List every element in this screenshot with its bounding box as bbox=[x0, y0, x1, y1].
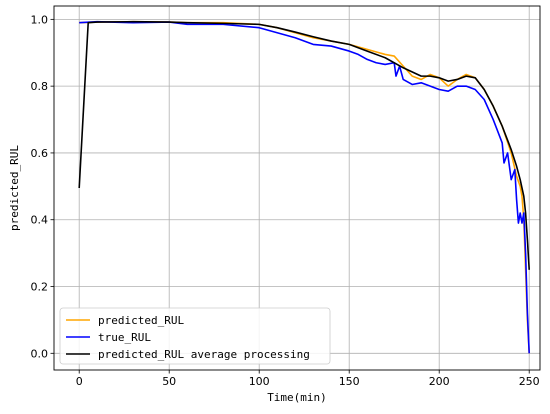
legend: predicted_RUL true_RUL predicted_RUL ave… bbox=[59, 307, 331, 365]
y-tick-label: 1.0 bbox=[31, 13, 49, 26]
x-axis-label: Time(min) bbox=[267, 391, 327, 404]
x-tick-label: 150 bbox=[339, 375, 360, 388]
x-tick-label: 0 bbox=[76, 375, 83, 388]
legend-entry-true-rul: true_RUL bbox=[98, 331, 151, 344]
series-line-predicted-rul bbox=[79, 20, 530, 354]
legend-entry-average: predicted_RUL average processing bbox=[98, 348, 310, 361]
y-tick-label: 0.6 bbox=[31, 147, 49, 160]
legend-entry-predicted-rul: predicted_RUL bbox=[98, 314, 184, 327]
legend-box bbox=[59, 307, 331, 365]
x-tick-label: 100 bbox=[249, 375, 270, 388]
ticks: 0 50 100 150 200 250 0.0 0.2 0.4 0.6 0.8 1.0 bbox=[31, 13, 540, 388]
x-tick-label: 200 bbox=[429, 375, 450, 388]
x-tick-label: 50 bbox=[162, 375, 176, 388]
y-tick-label: 0.2 bbox=[31, 281, 49, 294]
series-line-average bbox=[78, 20, 530, 270]
x-tick-label: 250 bbox=[519, 375, 540, 388]
y-tick-label: 0.4 bbox=[31, 214, 49, 227]
plot-frame bbox=[53, 5, 541, 371]
series-layer bbox=[78, 20, 530, 354]
y-tick-label: 0.8 bbox=[31, 80, 49, 93]
series-line-true-rul bbox=[79, 20, 530, 354]
y-tick-label: 0.0 bbox=[31, 347, 49, 360]
y-axis-label: predicted_RUL bbox=[8, 145, 21, 231]
